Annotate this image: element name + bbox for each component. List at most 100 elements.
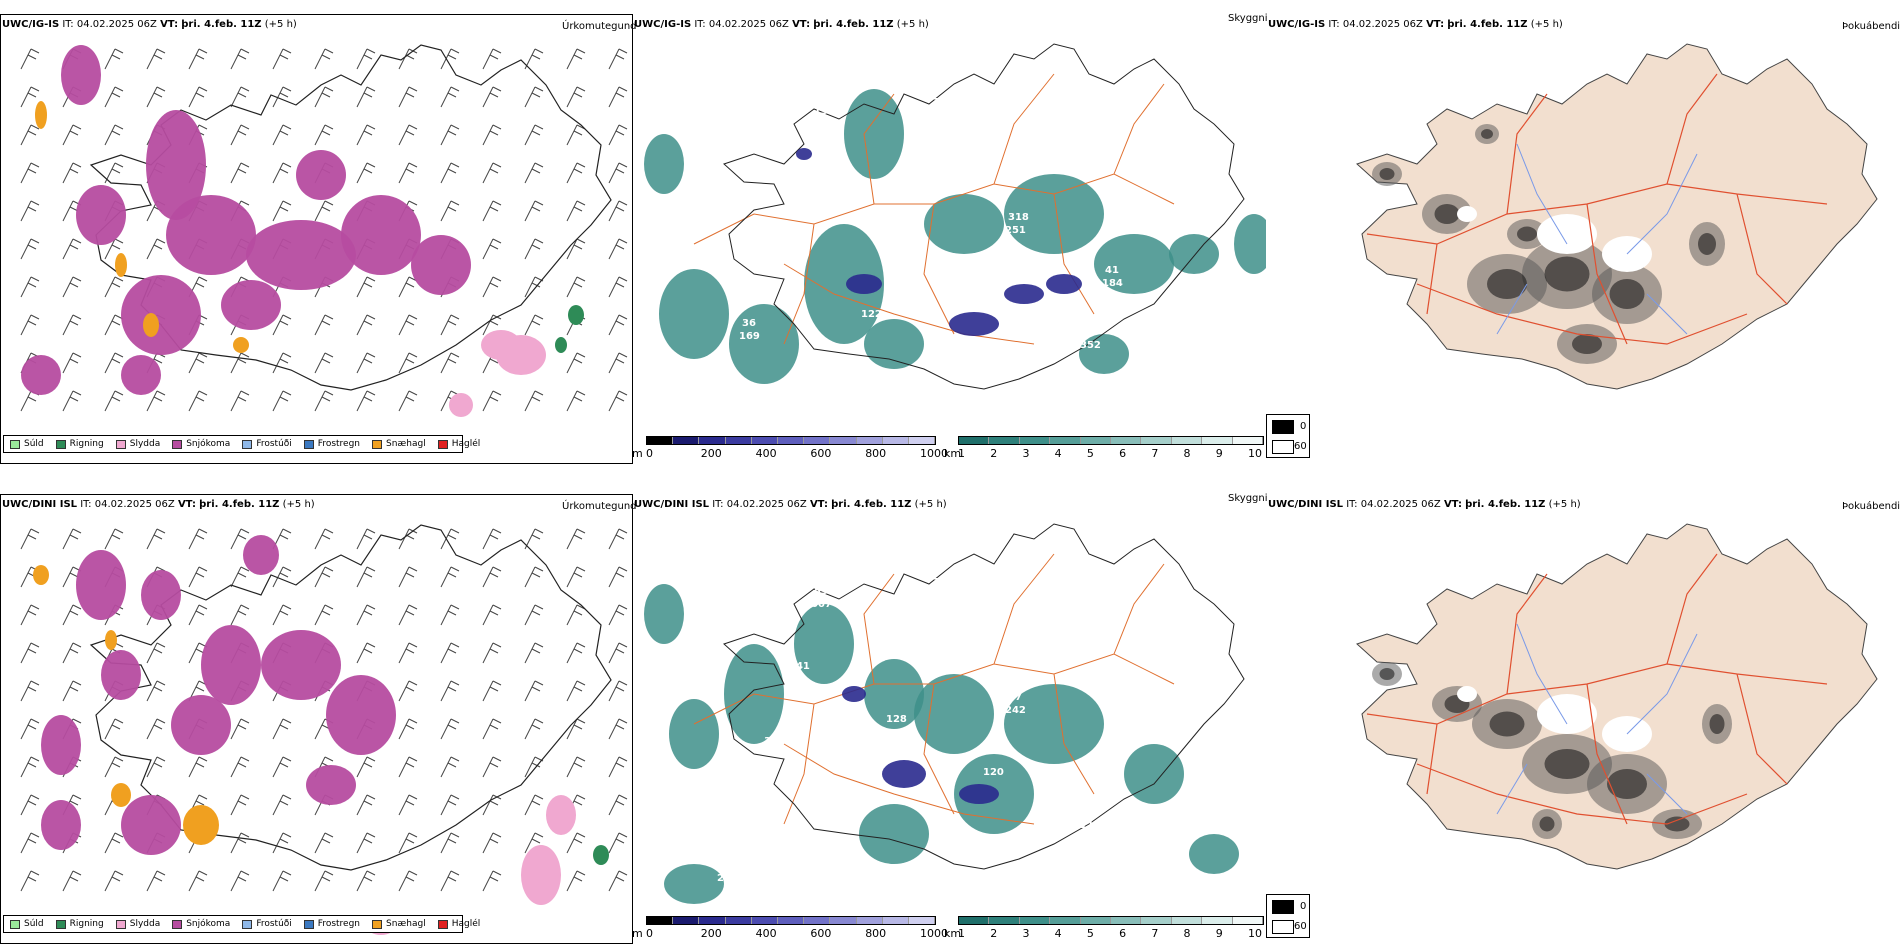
map-blob <box>1572 334 1602 354</box>
wind-barb <box>356 48 376 70</box>
colorbar-segment <box>777 917 805 924</box>
visibility-panel-bottom: 955 607 72 242 998 993 274 195 565 117 333 330 74 33 6… <box>634 494 1266 944</box>
colorbar-tick-label: 0 <box>646 447 653 460</box>
wind-barb <box>398 276 418 298</box>
wind-barb <box>482 642 502 664</box>
wind-barb <box>62 162 82 184</box>
cloud-base-label: 74 <box>958 842 972 853</box>
legend-item: Súld <box>10 439 44 449</box>
road <box>1053 673 1095 795</box>
map-blob <box>1709 714 1725 734</box>
map-blob <box>864 319 924 369</box>
colorbar-segment <box>699 917 726 924</box>
vt-value: þri. 4.feb. 11Z <box>199 499 280 510</box>
colorbar-segment <box>1171 437 1203 444</box>
wind-barb <box>272 162 292 184</box>
map-blob <box>959 784 999 804</box>
it-value: 04.02.2025 06Z <box>1360 499 1441 510</box>
road <box>783 263 1035 345</box>
wind-barb <box>272 718 292 740</box>
wind-barb <box>566 680 586 702</box>
wind-barb <box>482 200 502 222</box>
wind-barb <box>230 390 250 412</box>
cloud-base-label: 274 <box>836 864 857 875</box>
cloud-base-label: 120 <box>983 767 1004 778</box>
legend-item: Snæhagl <box>372 919 426 929</box>
colorbar-tick-label: 7 <box>1151 927 1159 940</box>
colorbar-segment <box>725 437 752 444</box>
colorbar-segment <box>647 917 674 924</box>
wind-barb <box>566 832 586 854</box>
colorbar-segment <box>1111 917 1142 924</box>
map-blob <box>101 650 141 700</box>
wind-barb <box>356 314 376 336</box>
wind-barb <box>482 276 502 298</box>
river <box>1496 283 1528 335</box>
colorbar-segment <box>1080 917 1112 924</box>
wind-barb <box>440 832 460 854</box>
wind-barb <box>20 756 40 778</box>
visibility-title-top: UWC/IG-IS IT: 04.02.2025 06Z VT: þri. 4.… <box>634 19 929 30</box>
wind-barb <box>608 680 628 702</box>
colorbar-tick-label: 2 <box>990 927 998 940</box>
wind-barb <box>230 162 250 184</box>
road <box>863 93 895 205</box>
map-blob <box>1544 256 1590 292</box>
wind-barb <box>230 566 250 588</box>
wind-barb <box>398 794 418 816</box>
fog-legend-low-swatch <box>1272 920 1294 934</box>
precip-type-title-top: UWC/IG-IS IT: 04.02.2025 06Z VT: þri. 4.… <box>2 19 297 30</box>
wind-barb <box>608 794 628 816</box>
wind-barb <box>608 86 628 108</box>
wind-barb <box>62 276 82 298</box>
legend-item: Rigning <box>55 919 104 929</box>
wind-barb <box>482 48 502 70</box>
map-blob <box>296 150 346 200</box>
it-label: IT: <box>1328 19 1340 30</box>
legend-label: Frostregn <box>317 919 361 929</box>
cloud-base-label: 41 <box>1105 265 1119 276</box>
road <box>783 743 1035 825</box>
map-blob <box>115 253 127 277</box>
colorbar-segment <box>804 437 831 444</box>
wind-barb <box>398 870 418 892</box>
wind-barb <box>608 276 628 298</box>
map-blob <box>859 804 929 864</box>
colorbar-tick-label: 10 <box>1248 927 1262 940</box>
wind-barb <box>524 718 544 740</box>
wind-barb <box>482 162 502 184</box>
map-blob <box>1379 668 1395 680</box>
map-blob <box>35 101 47 129</box>
cloud-base-label: 33 <box>1055 555 1069 566</box>
cloud-base-label: 330 <box>861 789 882 800</box>
legend-swatch <box>303 439 314 449</box>
wind-barb <box>272 870 292 892</box>
map-blob <box>1457 686 1477 702</box>
map-blob <box>1609 279 1645 309</box>
cloud-base-label: 335 <box>1127 203 1148 214</box>
colorbar-segment <box>1202 917 1233 924</box>
wind-barb <box>356 124 376 146</box>
colorbar-tick-label: 1000 <box>920 447 948 460</box>
wind-barb <box>272 756 292 778</box>
map-blob <box>1487 269 1527 299</box>
river <box>1496 763 1528 815</box>
wind-barb <box>524 566 544 588</box>
colorbar-unit: km <box>944 927 962 940</box>
it-value: 04.02.2025 06Z <box>726 499 807 510</box>
wind-barb <box>524 794 544 816</box>
river <box>1626 153 1698 255</box>
precip-type-legend: Súld Rigning Slydda Snjókoma Frostúði Frostre… <box>3 915 480 933</box>
map-blob <box>1607 769 1647 799</box>
wind-barb <box>398 162 418 184</box>
wind-barb <box>356 276 376 298</box>
colorbar-tick-label: 2 <box>990 447 998 460</box>
wind-barb <box>608 566 628 588</box>
wind-barb <box>146 390 166 412</box>
cloud-base-label: 132 <box>814 106 835 117</box>
colorbar-tick-label: 400 <box>755 927 777 940</box>
road <box>783 703 815 825</box>
colorbar-segment <box>673 437 700 444</box>
map-blob <box>644 584 684 644</box>
map-blob <box>1664 816 1690 832</box>
